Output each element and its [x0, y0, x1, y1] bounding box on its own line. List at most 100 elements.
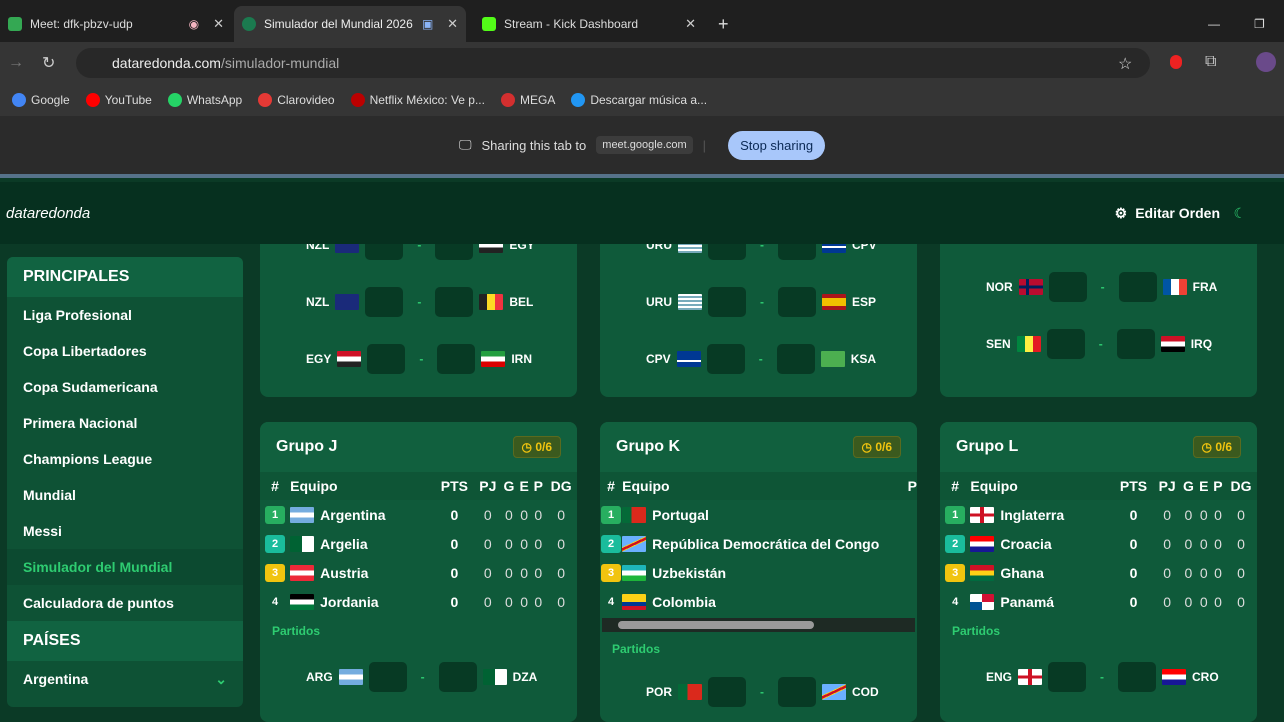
- table-row[interactable]: 2 República Democrática del Congo: [600, 529, 917, 558]
- pt-flag-icon: [622, 506, 647, 523]
- close-icon[interactable]: ✕: [685, 16, 696, 31]
- minimize-button[interactable]: —: [1208, 17, 1220, 31]
- home-score-input[interactable]: [367, 344, 406, 374]
- site-icon: [242, 17, 256, 31]
- ar-flag-icon: [338, 669, 363, 685]
- away-score-input[interactable]: [437, 344, 476, 374]
- home-score-input[interactable]: [708, 287, 746, 317]
- extension-icon[interactable]: [1170, 55, 1182, 69]
- restore-button[interactable]: ❐: [1254, 17, 1265, 31]
- table-row[interactable]: 4 Jordania 0 0 0 0 0 0: [260, 587, 577, 616]
- bookmark[interactable]: Netflix México: Ve p...: [350, 93, 485, 107]
- bookmark[interactable]: Google: [12, 93, 70, 107]
- clock-icon: ◷: [521, 440, 536, 454]
- bookmark[interactable]: MEGA: [500, 93, 555, 107]
- bookmark[interactable]: WhatsApp: [167, 93, 242, 107]
- progress-badge: ◷ 0/6: [512, 436, 561, 458]
- table-row[interactable]: 3 Uzbekistán: [600, 558, 917, 587]
- close-icon[interactable]: ✕: [447, 16, 458, 31]
- edit-order-button[interactable]: ⚙ Editar Orden: [1115, 205, 1220, 222]
- home-score-input[interactable]: [368, 662, 407, 692]
- match-row: SEN - IRQ: [986, 329, 1212, 359]
- score-separator: -: [419, 352, 424, 366]
- home-score-input[interactable]: [706, 344, 745, 374]
- stat-cell: 0: [557, 506, 566, 523]
- close-icon[interactable]: ✕: [213, 16, 224, 31]
- hr-flag-icon: [1162, 669, 1187, 685]
- away-score-input[interactable]: [1118, 662, 1157, 692]
- logo[interactable]: dataredonda: [6, 204, 91, 222]
- table-row[interactable]: 3 Austria 0 0 0 0 0 0: [260, 558, 577, 587]
- url-host: dataredonda.com: [112, 55, 221, 71]
- away-score-input[interactable]: [1116, 329, 1155, 359]
- sidebar-item[interactable]: Liga Profesional: [23, 307, 132, 323]
- partidos-label: Partidos: [612, 642, 661, 656]
- stat-cell: 0: [1163, 593, 1172, 610]
- table-row[interactable]: 2 Argelia 0 0 0 0 0 0: [260, 529, 577, 558]
- stat-cell: 0: [534, 506, 543, 523]
- table-row[interactable]: 1 Inglaterra 0 0 0 0 0 0: [940, 500, 1257, 529]
- away-score-input[interactable]: [776, 344, 815, 374]
- sidebar-item[interactable]: Primera Nacional: [23, 415, 138, 431]
- new-tab-button[interactable]: +: [718, 13, 729, 34]
- column-header: E: [517, 472, 532, 500]
- table-row[interactable]: 1 Portugal: [600, 500, 917, 529]
- stat-cell: 0: [534, 564, 543, 581]
- table-row[interactable]: 3 Ghana 0 0 0 0 0 0: [940, 558, 1257, 587]
- away-score-input[interactable]: [438, 662, 477, 692]
- team-name: Portugal: [652, 506, 709, 523]
- tab-simulador[interactable]: Simulador del Mundial 2026 ▣ ✕: [234, 6, 466, 42]
- home-team-code: NZL: [306, 295, 330, 309]
- home-score-input[interactable]: [708, 677, 747, 707]
- sidebar-item[interactable]: Copa Sudamericana: [23, 379, 158, 395]
- table-row[interactable]: 4 Colombia: [600, 587, 917, 616]
- table-row[interactable]: 4 Panamá 0 0 0 0 0 0: [940, 587, 1257, 616]
- reload-icon[interactable]: ↻: [42, 55, 56, 72]
- bookmark[interactable]: YouTube: [85, 93, 152, 107]
- stop-sharing-button[interactable]: Stop sharing: [728, 130, 826, 160]
- home-score-input[interactable]: [365, 287, 404, 317]
- scrollbar-thumb[interactable]: [618, 621, 814, 629]
- away-score-input[interactable]: [1118, 272, 1157, 302]
- sidebar-item[interactable]: Simulador del Mundial: [7, 549, 243, 585]
- away-score-input[interactable]: [778, 287, 816, 317]
- stat-cell: 0: [1214, 535, 1222, 552]
- team-name: Colombia: [652, 593, 716, 610]
- sidebar-item-country[interactable]: Argentina ⌄: [7, 661, 243, 697]
- url-field[interactable]: dataredonda.com/simulador-mundial: [76, 48, 1150, 78]
- stat-cell: 0: [1184, 506, 1193, 523]
- horizontal-scrollbar[interactable]: [602, 618, 915, 632]
- tab-kick[interactable]: Stream - Kick Dashboard ✕: [474, 6, 704, 42]
- column-header: P: [1210, 472, 1226, 500]
- bookmark[interactable]: Clarovideo: [258, 93, 335, 107]
- position-badge: 4: [952, 596, 959, 608]
- stat-cell: 0: [1237, 593, 1245, 610]
- kick-icon: [482, 17, 496, 31]
- star-icon[interactable]: ☆: [1118, 56, 1133, 73]
- sidebar-item[interactable]: Copa Libertadores: [23, 343, 147, 359]
- sidebar-item[interactable]: Champions League: [23, 451, 153, 467]
- team-cell: Croacia: [970, 529, 1112, 558]
- home-score-input[interactable]: [1046, 329, 1085, 359]
- stat-cell: 0: [1163, 535, 1172, 552]
- table-row[interactable]: 1 Argentina 0 0 0 0 0 0: [260, 500, 577, 529]
- away-score-input[interactable]: [778, 677, 817, 707]
- home-score-input[interactable]: [1048, 272, 1087, 302]
- away-score-input[interactable]: [435, 287, 474, 317]
- theme-toggle-moon-icon[interactable]: ☾: [1233, 204, 1246, 221]
- profile-avatar[interactable]: [1256, 52, 1276, 72]
- stat-cell: 0: [557, 535, 566, 552]
- position-cell: 4: [260, 587, 290, 616]
- sidebar-item[interactable]: Messi: [23, 523, 62, 539]
- sidebar-item[interactable]: Calculadora de puntos: [23, 595, 174, 611]
- extensions-puzzle-icon[interactable]: ⧉: [1205, 53, 1217, 70]
- ir-flag-icon: [481, 351, 506, 367]
- table-row[interactable]: 2 Croacia 0 0 0 0 0 0: [940, 529, 1257, 558]
- tab-meet[interactable]: Meet: dfk-pbzv-udp ◉ ✕: [0, 6, 232, 42]
- team-cell: Ghana: [970, 558, 1112, 587]
- forward-icon[interactable]: →: [8, 54, 24, 71]
- score-separator: -: [1100, 670, 1105, 684]
- sidebar-item[interactable]: Mundial: [23, 487, 76, 503]
- bookmark[interactable]: Descargar música a...: [571, 93, 707, 107]
- home-score-input[interactable]: [1048, 662, 1087, 692]
